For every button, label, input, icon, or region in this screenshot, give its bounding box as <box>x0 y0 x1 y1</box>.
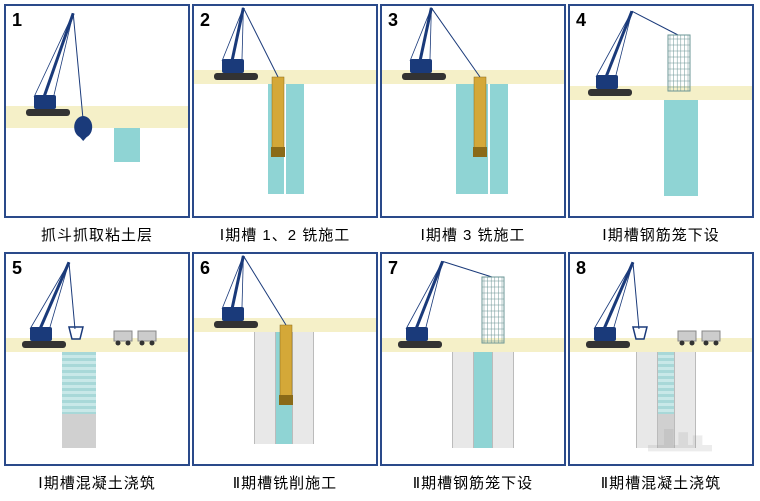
diagram-box: 5 <box>4 252 190 466</box>
crane-icon <box>570 254 752 464</box>
step-panel-6: 6 Ⅱ期槽铣削施工 <box>192 252 378 495</box>
step-panel-8: 8 Ⅱ期槽混凝土浇筑 <box>568 252 754 495</box>
step-panel-3: 3 Ⅰ期槽 3 铣施工 <box>380 4 566 247</box>
step-caption: 抓斗抓取粘土层 <box>4 218 190 247</box>
step-caption: Ⅱ期槽混凝土浇筑 <box>568 466 754 495</box>
step-number: 6 <box>200 258 210 279</box>
crane-icon <box>6 6 188 216</box>
step-panel-4: 4 Ⅰ期槽钢筋笼下设 <box>568 4 754 247</box>
crane-icon <box>382 254 564 464</box>
diagram-box: 3 <box>380 4 566 218</box>
step-panel-2: 2 Ⅰ期槽 1、2 铣施工 <box>192 4 378 247</box>
diagram-box: 7 <box>380 252 566 466</box>
diagram-box: 1 <box>4 4 190 218</box>
step-panel-7: 7 Ⅱ期槽钢筋笼下设 <box>380 252 566 495</box>
crane-icon <box>6 254 188 464</box>
step-caption: Ⅰ期槽 3 铣施工 <box>380 218 566 247</box>
step-caption: Ⅰ期槽钢筋笼下设 <box>568 218 754 247</box>
step-caption: Ⅰ期槽混凝土浇筑 <box>4 466 190 495</box>
step-number: 2 <box>200 10 210 31</box>
step-caption: Ⅱ期槽钢筋笼下设 <box>380 466 566 495</box>
step-number: 5 <box>12 258 22 279</box>
diagram-box: 4 <box>568 4 754 218</box>
step-number: 4 <box>576 10 586 31</box>
step-panel-1: 1 抓斗抓取粘土层 <box>4 4 190 247</box>
crane-icon <box>194 254 376 464</box>
step-panel-5: 5 Ⅰ期槽混凝土浇筑 <box>4 252 190 495</box>
step-number: 3 <box>388 10 398 31</box>
crane-icon <box>570 6 752 216</box>
crane-icon <box>194 6 376 216</box>
step-number: 8 <box>576 258 586 279</box>
crane-icon <box>382 6 564 216</box>
diagram-box: 8 <box>568 252 754 466</box>
diagram-box: 2 <box>192 4 378 218</box>
step-caption: Ⅱ期槽铣削施工 <box>192 466 378 495</box>
step-caption: Ⅰ期槽 1、2 铣施工 <box>192 218 378 247</box>
diagram-box: 6 <box>192 252 378 466</box>
step-number: 7 <box>388 258 398 279</box>
step-number: 1 <box>12 10 22 31</box>
